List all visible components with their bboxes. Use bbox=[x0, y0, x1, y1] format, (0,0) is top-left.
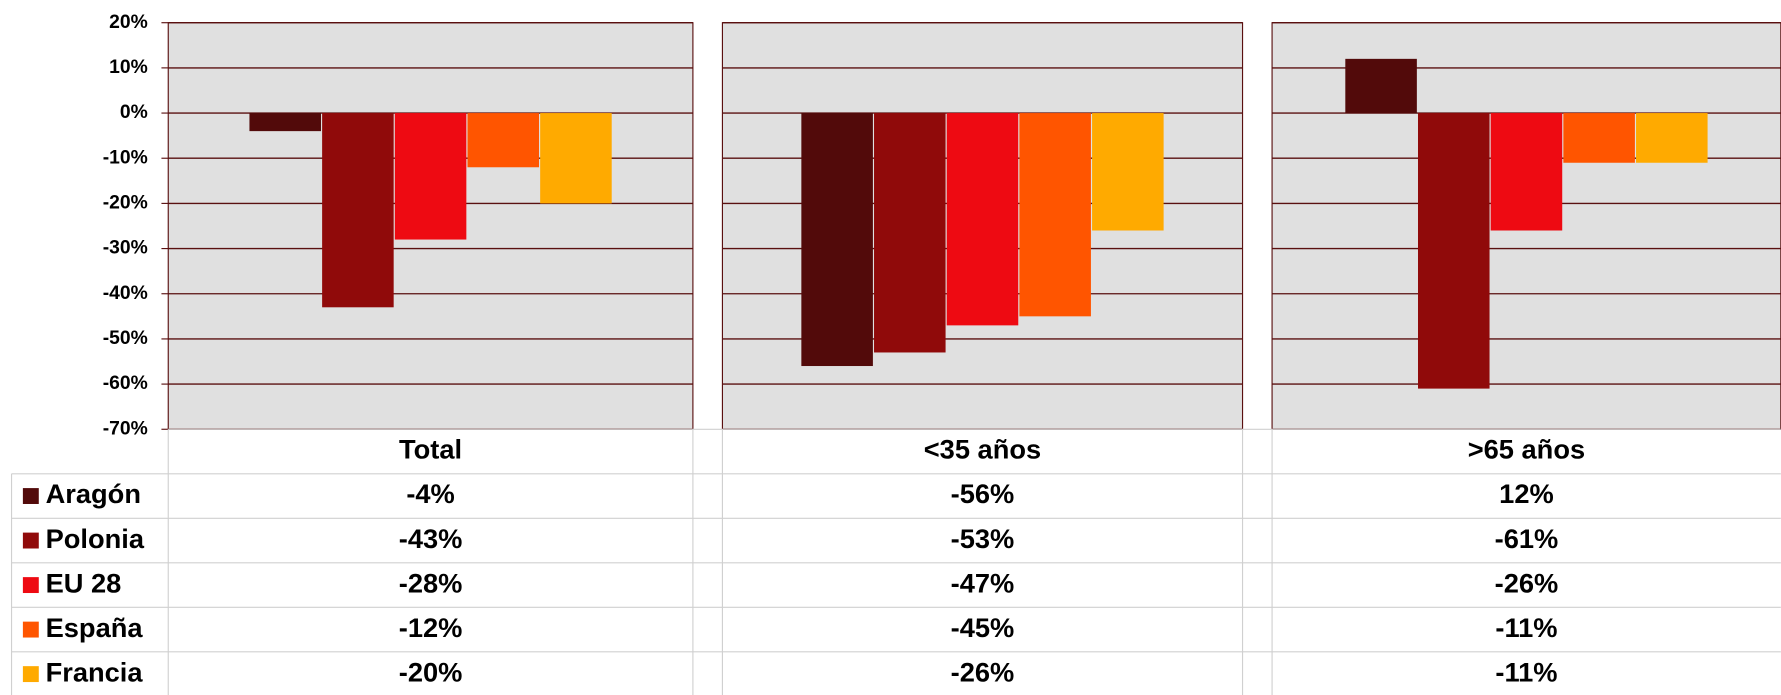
y-tick-label: 20% bbox=[109, 12, 148, 33]
legend-swatch bbox=[22, 666, 39, 683]
value-label: -26% bbox=[1495, 567, 1559, 598]
bar bbox=[1563, 113, 1635, 163]
legend-swatch bbox=[22, 532, 39, 549]
bar bbox=[1019, 113, 1091, 317]
y-tick-label: -60% bbox=[103, 373, 148, 394]
bar bbox=[1490, 113, 1563, 231]
category-label: Total bbox=[399, 434, 462, 465]
bar bbox=[467, 113, 540, 168]
y-tick-label: 0% bbox=[120, 102, 148, 123]
value-label: -28% bbox=[399, 567, 463, 598]
value-label: -56% bbox=[951, 478, 1015, 509]
bar bbox=[1636, 113, 1708, 163]
bar bbox=[540, 113, 612, 204]
bar bbox=[249, 113, 321, 132]
value-label: -12% bbox=[399, 612, 463, 643]
y-tick-label: -10% bbox=[103, 147, 148, 168]
value-label: -4% bbox=[406, 478, 454, 509]
bar bbox=[394, 113, 467, 240]
value-label: -53% bbox=[951, 523, 1015, 554]
legend-label: Aragón bbox=[46, 478, 141, 509]
legend-swatch bbox=[22, 488, 39, 504]
legend-label: EU 28 bbox=[46, 567, 122, 598]
y-tick-label: -20% bbox=[103, 192, 148, 213]
bar bbox=[801, 113, 873, 367]
legend-swatch bbox=[22, 577, 39, 594]
y-tick-label: -70% bbox=[103, 418, 148, 439]
bar bbox=[874, 113, 946, 353]
bar bbox=[1417, 113, 1490, 389]
value-label: -26% bbox=[951, 656, 1015, 687]
legend-label: Polonia bbox=[46, 523, 145, 554]
y-tick-label: -50% bbox=[103, 328, 148, 349]
legend-label: Francia bbox=[46, 656, 144, 687]
value-label: -45% bbox=[951, 612, 1015, 643]
value-label: -61% bbox=[1495, 523, 1559, 554]
bar bbox=[1345, 58, 1417, 114]
legend-label: España bbox=[46, 612, 144, 643]
y-tick-label: -30% bbox=[103, 238, 148, 259]
bar bbox=[1092, 113, 1164, 231]
category-label: <35 años bbox=[924, 434, 1041, 465]
value-label: -20% bbox=[399, 656, 463, 687]
value-label: -43% bbox=[399, 523, 463, 554]
y-tick-label: 10% bbox=[109, 57, 148, 78]
y-tick-label: -40% bbox=[103, 283, 148, 304]
value-label: -11% bbox=[1495, 612, 1557, 643]
legend-swatch bbox=[22, 621, 39, 638]
bar bbox=[322, 113, 394, 308]
value-label: -11% bbox=[1495, 656, 1557, 687]
value-label: -47% bbox=[951, 567, 1015, 598]
bar bbox=[946, 113, 1019, 326]
category-label: >65 años bbox=[1468, 434, 1585, 465]
value-label: 12% bbox=[1499, 478, 1554, 509]
